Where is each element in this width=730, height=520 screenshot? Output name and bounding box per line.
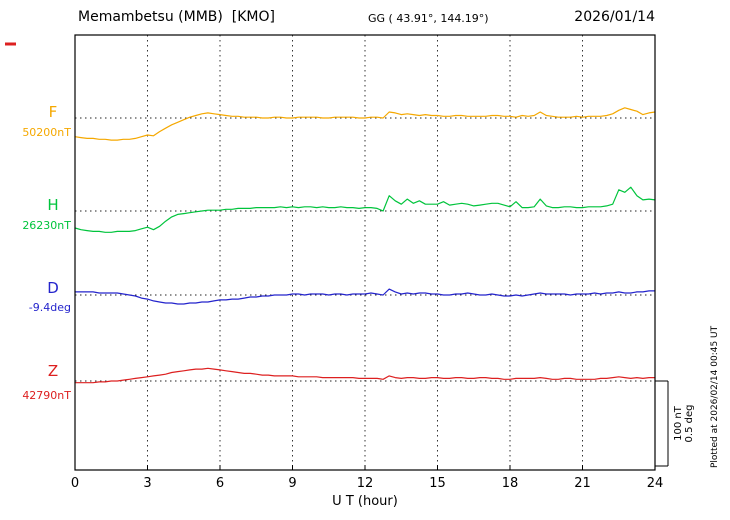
component-label-d: D <box>47 279 59 297</box>
plot-date: 2026/01/14 <box>574 9 655 25</box>
trace-H <box>74 186 656 233</box>
component-baseline-value-d: -9.4deg <box>28 301 71 314</box>
scale-label-nt: 100 nT <box>673 405 684 441</box>
x-tick-label-24: 24 <box>647 476 664 491</box>
station-coordinates: GG ( 43.91°, 144.19°) <box>368 12 489 25</box>
scale-label-deg: 0.5 deg <box>684 405 695 443</box>
x-tick-label-0: 0 <box>71 476 79 491</box>
trace-F <box>74 107 656 141</box>
x-tick-label-12: 12 <box>357 476 374 491</box>
component-label-h: H <box>47 196 59 214</box>
x-tick-label-21: 21 <box>574 476 591 491</box>
x-tick-label-9: 9 <box>288 476 296 491</box>
component-baseline-value-f: 50200nT <box>22 126 71 139</box>
x-axis-title: U T (hour) <box>332 494 398 509</box>
component-baseline-value-z: 42790nT <box>22 389 71 402</box>
x-tick-label-3: 3 <box>143 476 151 491</box>
x-tick-label-15: 15 <box>429 476 446 491</box>
station-title: Memambetsu (MMB) [KMO] <box>78 9 275 25</box>
x-tick-label-6: 6 <box>216 476 224 491</box>
plotted-at-note: Plotted at 2026/02/14 00:45 UT <box>710 325 720 468</box>
component-baseline-value-h: 26230nT <box>22 219 71 232</box>
trace-D <box>74 288 656 305</box>
component-label-f: F <box>48 103 58 121</box>
x-tick-label-18: 18 <box>502 476 519 491</box>
trace-Z <box>74 367 656 384</box>
component-label-z: Z <box>47 362 59 380</box>
